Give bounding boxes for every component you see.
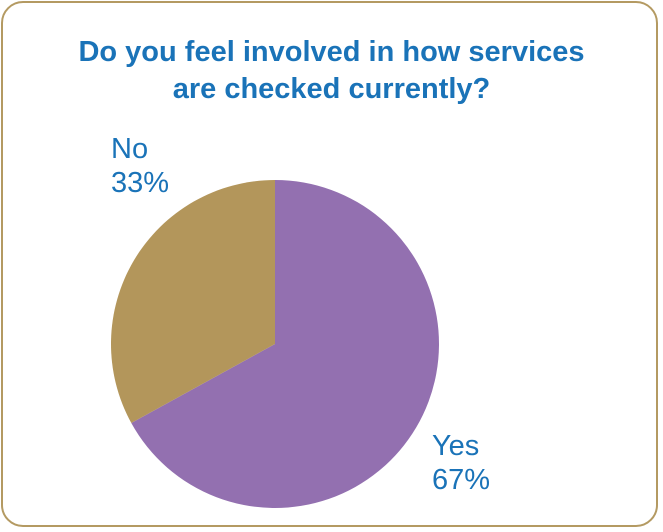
slice-label-yes-value: 67% bbox=[432, 464, 491, 496]
slice-label-no-value: 33% bbox=[111, 167, 170, 199]
chart-title-line-2: are checked currently? bbox=[172, 73, 491, 105]
slice-label-no-name: No bbox=[111, 133, 149, 165]
chart-title: Do you feel involved in how services are… bbox=[0, 34, 663, 108]
pie-slice-no bbox=[111, 179, 276, 424]
pie-slice-yes bbox=[131, 180, 439, 508]
chart-title-line-1: Do you feel involved in how services bbox=[78, 36, 585, 68]
slice-label-yes: Yes 67% bbox=[432, 429, 490, 497]
slice-label-yes-name: Yes bbox=[432, 430, 480, 462]
slice-label-no: No 33% bbox=[111, 132, 169, 200]
